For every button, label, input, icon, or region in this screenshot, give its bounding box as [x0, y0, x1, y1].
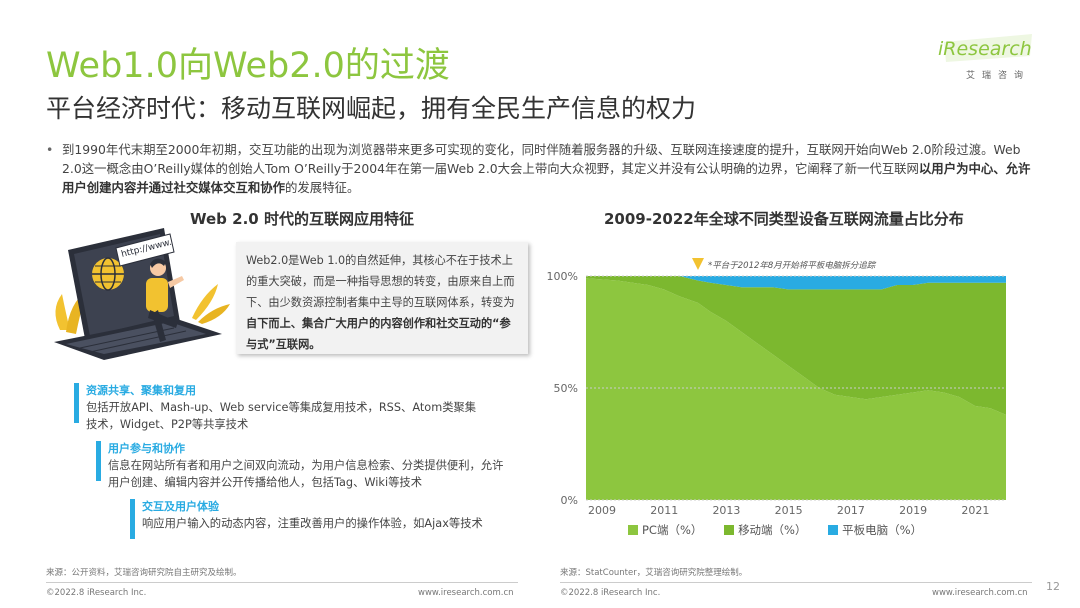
area-series-1 [586, 276, 1006, 415]
y-tick-label: 50% [554, 382, 578, 395]
x-tick-label: 2011 [650, 504, 678, 517]
feature-item: 资源共享、聚集和复用 包括开放API、Mash-up、Web service等集… [74, 382, 486, 433]
feature-bar [74, 383, 79, 423]
x-tick-label: 2015 [775, 504, 803, 517]
chart-annotation: *平台于2012年8月开始将平板电脑拆分追踪 [708, 260, 877, 271]
legend-item-tablet: 平板电脑（%） [828, 523, 922, 537]
chart-title: 2009-2022年全球不同类型设备互联网流量占比分布 [604, 210, 964, 228]
feature-bar [96, 441, 101, 481]
x-tick-label: 2013 [712, 504, 740, 517]
intro-text-bold: 以用户为中心、允许用户创建内容并通过社交媒体交互和协作 [62, 161, 1031, 195]
legend-label: 移动端（%） [738, 523, 807, 537]
laptop-illustration: http://www. [46, 210, 236, 370]
description-text: Web2.0是Web 1.0的自然延伸，其核心不在于技术上的重大突破，而是一种指… [246, 254, 515, 309]
legend-swatch [628, 525, 638, 535]
area-series-2 [586, 276, 1006, 290]
x-tick-label: 2019 [899, 504, 927, 517]
annotation-marker [692, 258, 704, 270]
page-subtitle: 平台经济时代：移动互联网崛起，拥有全民生产信息的权力 [46, 94, 697, 123]
globe-icon [92, 257, 124, 291]
divider [560, 582, 1032, 583]
left-panel-title: Web 2.0 时代的互联网应用特征 [190, 210, 414, 228]
intro-text-a: 到1990年代末期至2000年初期，交互功能的出现为浏览器带来更多可实现的变化，… [62, 142, 1021, 176]
feature-title: 资源共享、聚集和复用 [86, 384, 196, 397]
intro-paragraph: • 到1990年代末期至2000年初期，交互功能的出现为浏览器带来更多可实现的变… [46, 140, 1036, 197]
left-copyright: ©2022.8 iResearch Inc. [46, 588, 147, 598]
bullet-icon: • [46, 142, 54, 157]
chart-legend: PC端（%） 移动端（%） 平板电脑（%） [628, 522, 940, 538]
x-tick-label: 2017 [837, 504, 865, 517]
person-icon [146, 258, 184, 342]
iresearch-logo: iResearch 艾瑞咨询 [938, 34, 1038, 84]
x-tick-label: 2009 [588, 504, 616, 517]
feature-bar [130, 499, 135, 539]
y-tick-label: 0% [561, 494, 578, 507]
feature-text: 信息在网站所有者和用户之间双向流动，为用户信息检索、分类提供便利，允许用户创建、… [108, 459, 504, 489]
y-tick-label: 100% [547, 270, 578, 283]
right-url: www.iresearch.com.cn [932, 588, 1028, 598]
right-copyright: ©2022.8 iResearch Inc. [560, 588, 661, 598]
logo-cn: 艾瑞咨询 [966, 71, 1031, 81]
feature-title: 用户参与和协作 [108, 442, 185, 455]
feature-item: 用户参与和协作 信息在网站所有者和用户之间双向流动，为用户信息检索、分类提供便利… [96, 440, 508, 491]
legend-item-mobile: 移动端（%） [724, 523, 807, 537]
feature-item: 交互及用户体验 响应用户输入的动态内容，注重改善用户的操作体验，如Ajax等技术 [130, 498, 522, 539]
right-source: 来源：StatCounter，艾瑞咨询研究院整理绘制。 [560, 568, 748, 578]
page-number: 12 [1046, 580, 1060, 593]
x-tick-label: 2021 [961, 504, 989, 517]
logo-word: iResearch [938, 38, 1032, 60]
feature-title: 交互及用户体验 [142, 500, 219, 513]
intro-text-b: 的发展特征。 [285, 180, 360, 195]
area-series-0 [586, 278, 1006, 500]
intro-text: 到1990年代末期至2000年初期，交互功能的出现为浏览器带来更多可实现的变化，… [46, 140, 1036, 197]
legend-label: 平板电脑（%） [842, 523, 923, 537]
legend-label: PC端（%） [642, 523, 703, 537]
left-source: 来源：公开资料，艾瑞咨询研究院自主研究及绘制。 [46, 568, 242, 578]
legend-item-pc: PC端（%） [628, 523, 702, 537]
description-bold: 自下而上、集合广大用户的内容创作和社交互动的“参与式”互联网。 [246, 317, 511, 351]
logo-shape [944, 34, 1032, 62]
traffic-area-chart: 0% 50% 100% 2009 2011 2013 2015 2017 2019 2021 *平台… [547, 258, 1006, 517]
url-bubble: http://www. [115, 233, 175, 267]
web2-description: Web2.0是Web 1.0的自然延伸，其核心不在于技术上的重大突破，而是一种指… [236, 242, 528, 354]
feature-text: 响应用户输入的动态内容，注重改善用户的操作体验，如Ajax等技术 [142, 517, 483, 530]
legend-swatch [724, 525, 735, 535]
page-title: Web1.0向Web2.0的过渡 [46, 46, 450, 86]
divider [46, 582, 518, 583]
feature-text: 包括开放API、Mash-up、Web service等集成复用技术，RSS、A… [86, 401, 477, 431]
legend-swatch [828, 525, 839, 535]
left-url: www.iresearch.com.cn [418, 588, 514, 598]
